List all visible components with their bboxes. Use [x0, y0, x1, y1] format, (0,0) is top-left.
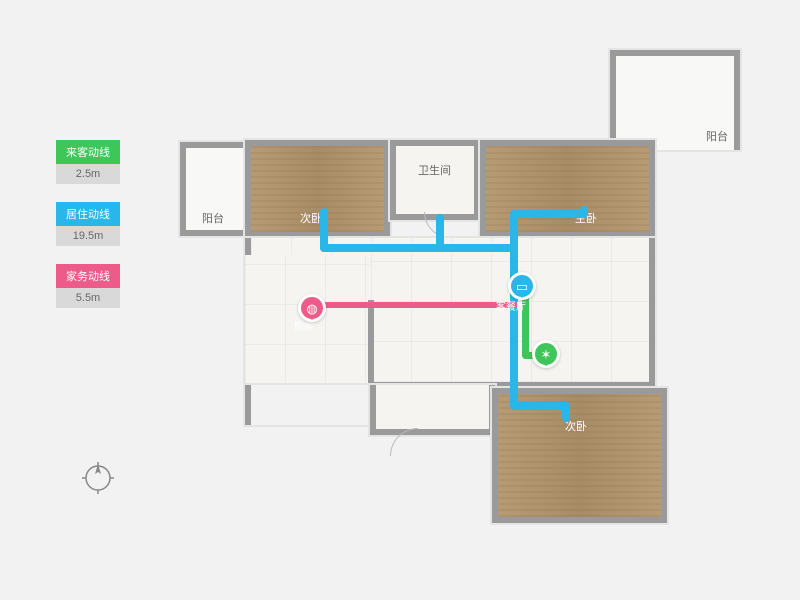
legend-item-guest: 来客动线 2.5m [56, 140, 120, 184]
room-label: 阳台 [202, 210, 224, 226]
legend-title: 家务动线 [56, 264, 120, 288]
pot-icon: ◍ [306, 302, 317, 315]
path-blue [580, 206, 588, 218]
path-blue [320, 244, 518, 252]
legend: 来客动线 2.5m 居住动线 19.5m 家务动线 5.5m [56, 140, 120, 326]
path-blue [562, 402, 570, 422]
legend-item-live: 居住动线 19.5m [56, 202, 120, 246]
compass-icon [80, 460, 116, 496]
inner-wall [368, 300, 374, 388]
legend-title: 来客动线 [56, 140, 120, 164]
room-label: 卫生间 [418, 162, 451, 178]
path-pink [316, 302, 518, 308]
person-icon: ✶ [541, 348, 552, 361]
room-bathroom [390, 140, 480, 220]
path-blue [510, 210, 588, 218]
legend-value: 5.5m [56, 288, 120, 308]
legend-value: 2.5m [56, 164, 120, 184]
path-blue [436, 214, 444, 252]
bed-icon: ▭ [516, 280, 528, 293]
node-kitchen-icon: ◍ [298, 294, 326, 322]
room-label: 次卧 [300, 210, 322, 226]
room-bedroom-top-right [480, 140, 655, 238]
room-balcony-top-right: 阳台 [610, 50, 740, 150]
legend-value: 19.5m [56, 226, 120, 246]
node-living-icon: ▭ [508, 272, 536, 300]
legend-title: 居住动线 [56, 202, 120, 226]
wall-notch-2 [370, 385, 495, 435]
legend-item-house: 家务动线 5.5m [56, 264, 120, 308]
node-guest-icon: ✶ [532, 340, 560, 368]
floorplan: 阳台 阳台 次卧 卫生间 主卧 次卧 客餐厅 厨房 ◍ .node[data-n… [180, 50, 740, 550]
path-blue [510, 402, 570, 410]
wall-notch [245, 385, 373, 425]
room-label: 阳台 [706, 128, 728, 144]
